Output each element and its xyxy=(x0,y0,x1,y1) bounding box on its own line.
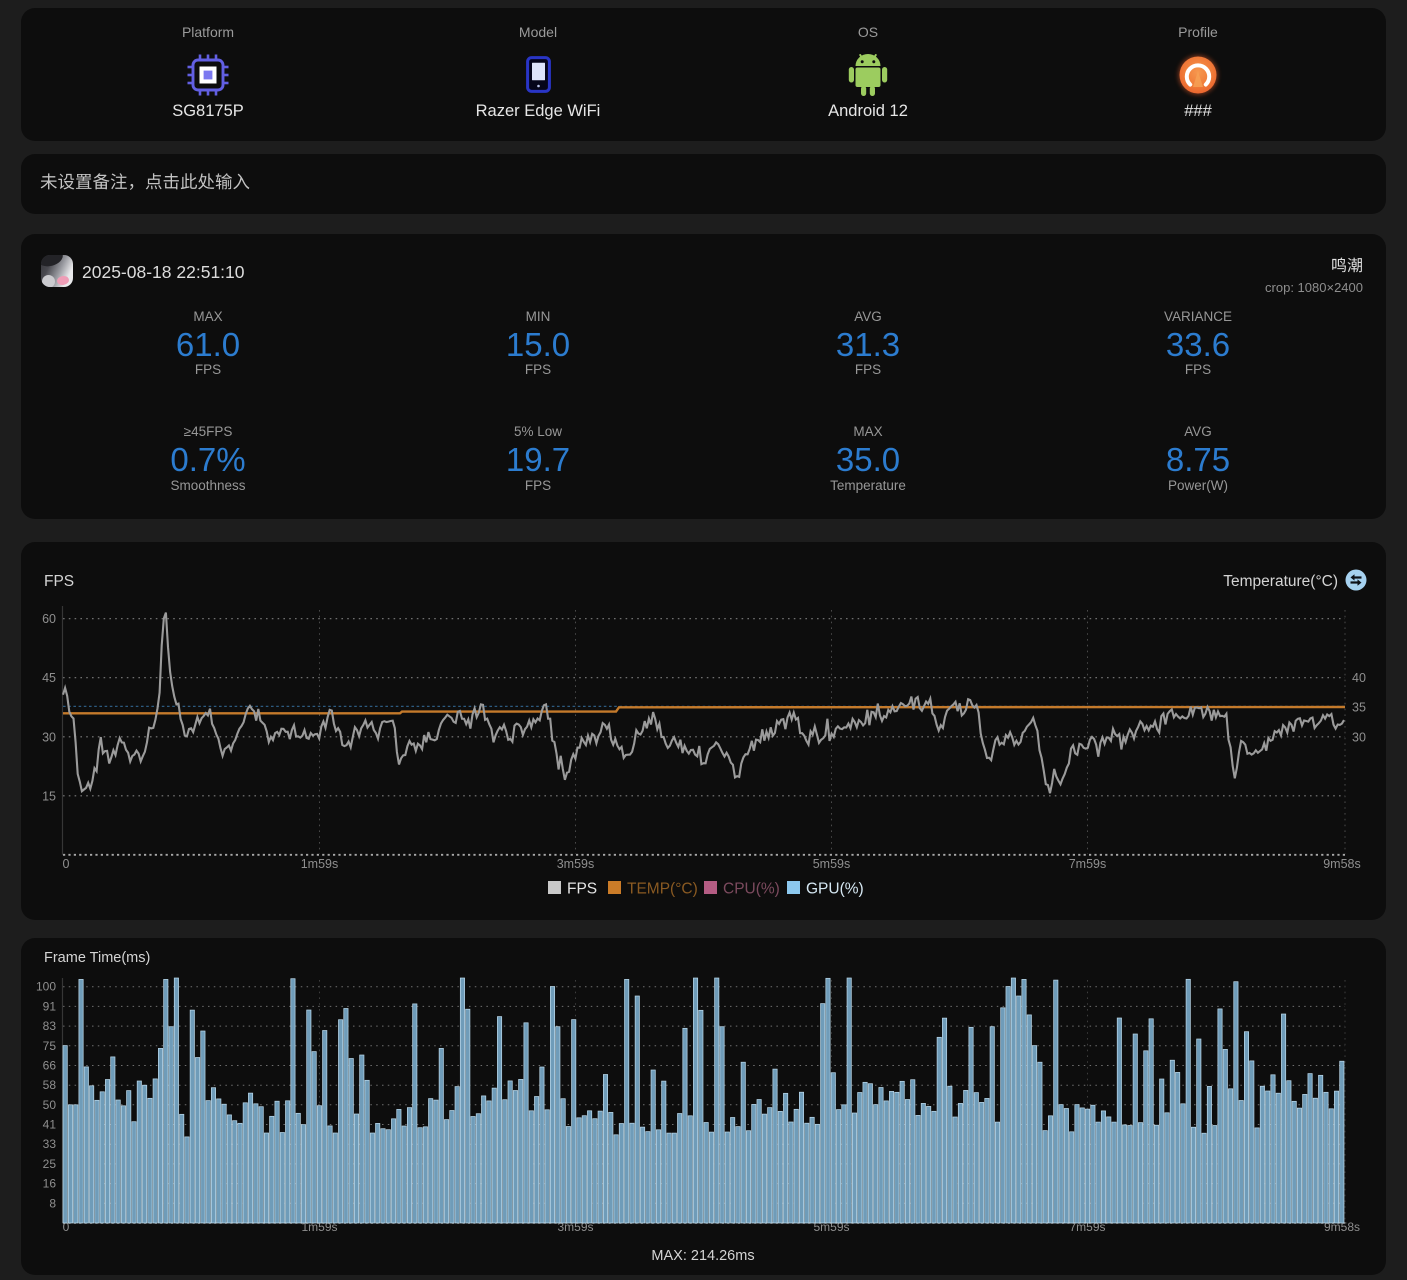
svg-text:25: 25 xyxy=(43,1157,57,1171)
svg-text:FPS: FPS xyxy=(567,881,597,898)
svg-text:75: 75 xyxy=(43,1039,57,1053)
svg-text:5m59s: 5m59s xyxy=(813,1220,849,1234)
svg-text:FPS: FPS xyxy=(44,573,74,590)
svg-text:5m59s: 5m59s xyxy=(813,857,851,871)
svg-text:40: 40 xyxy=(1352,671,1366,685)
svg-text:MAX: 214.26ms: MAX: 214.26ms xyxy=(651,1248,754,1264)
svg-text:TEMP(°C): TEMP(°C) xyxy=(627,881,698,898)
svg-text:7m59s: 7m59s xyxy=(1069,1220,1105,1234)
svg-text:Frame Time(ms): Frame Time(ms) xyxy=(44,950,150,966)
svg-text:0: 0 xyxy=(63,857,70,871)
svg-text:33: 33 xyxy=(43,1137,57,1151)
svg-text:1m59s: 1m59s xyxy=(301,857,339,871)
svg-text:91: 91 xyxy=(43,999,57,1013)
svg-text:60: 60 xyxy=(42,612,56,626)
svg-text:3m59s: 3m59s xyxy=(557,857,595,871)
svg-text:Temperature(°C): Temperature(°C) xyxy=(1223,573,1338,590)
svg-text:50: 50 xyxy=(43,1098,57,1112)
svg-text:30: 30 xyxy=(42,730,56,744)
svg-text:CPU(%): CPU(%) xyxy=(723,881,780,898)
svg-text:GPU(%): GPU(%) xyxy=(806,881,864,898)
svg-text:9m58s: 9m58s xyxy=(1323,857,1361,871)
svg-text:16: 16 xyxy=(43,1177,57,1191)
svg-text:41: 41 xyxy=(43,1118,57,1132)
svg-text:15: 15 xyxy=(42,789,56,803)
svg-text:30: 30 xyxy=(1352,730,1366,744)
svg-text:100: 100 xyxy=(36,980,56,994)
svg-text:8: 8 xyxy=(49,1196,56,1210)
svg-text:35: 35 xyxy=(1352,701,1366,715)
svg-text:66: 66 xyxy=(43,1059,57,1073)
svg-text:1m59s: 1m59s xyxy=(301,1220,337,1234)
svg-text:7m59s: 7m59s xyxy=(1069,857,1107,871)
svg-text:58: 58 xyxy=(43,1078,57,1092)
svg-text:0: 0 xyxy=(63,1220,70,1234)
svg-text:3m59s: 3m59s xyxy=(557,1220,593,1234)
svg-text:45: 45 xyxy=(42,671,56,685)
svg-text:9m58s: 9m58s xyxy=(1324,1220,1360,1234)
svg-text:83: 83 xyxy=(43,1019,57,1033)
